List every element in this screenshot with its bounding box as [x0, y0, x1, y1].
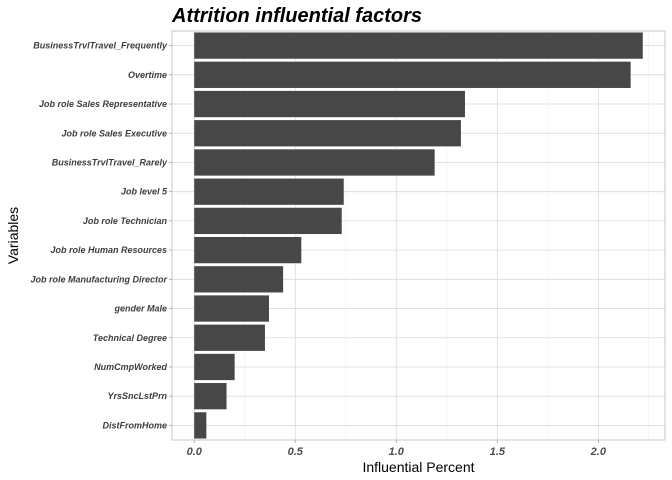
y-tick-label: Job role Sales Executive [61, 128, 167, 138]
y-tick-label: Technical Degree [93, 333, 167, 343]
x-tick-label: 2.0 [590, 446, 607, 458]
y-tick-label: BusinessTrvlTravel_Frequently [33, 41, 168, 51]
bar [194, 295, 269, 322]
bar [194, 324, 265, 351]
y-tick-label: BusinessTrvlTravel_Rarely [52, 157, 168, 167]
x-tick-label: 0.5 [288, 446, 304, 458]
bar [194, 32, 643, 59]
bar [194, 266, 284, 293]
x-tick-label: 0.0 [187, 446, 203, 458]
bar [194, 120, 461, 147]
bar [194, 353, 235, 381]
y-axis-title: Variables [5, 207, 21, 264]
bar [194, 149, 435, 176]
bar [194, 383, 227, 410]
x-axis-title: Influential Percent [362, 459, 474, 475]
y-tick-label: gender Male [113, 304, 167, 314]
y-tick-label: Job role Technician [83, 216, 168, 226]
y-tick-label: DistFromHome [102, 420, 167, 430]
panel-border [171, 30, 666, 441]
y-tick-label: Job level 5 [121, 187, 168, 197]
chart-title: Attrition influential factors [171, 5, 422, 27]
bar [194, 90, 465, 118]
x-tick-label: 1.5 [490, 446, 506, 458]
y-tick-label: Job role Sales Representative [39, 99, 167, 109]
y-tick-label: Job role Manufacturing Director [30, 274, 167, 284]
y-tick-label: NumCmpWorked [94, 362, 167, 372]
bar [194, 61, 631, 88]
bar [194, 178, 344, 205]
x-tick-labels: 0.0 0.5 1.0 1.5 2.0 [187, 440, 607, 458]
x-tick-label: 1.0 [389, 446, 405, 458]
bar [194, 207, 342, 235]
y-tick-label: Job role Human Resources [50, 245, 167, 255]
bar [194, 236, 302, 264]
bar [194, 412, 207, 439]
y-tick-labels: BusinessTrvlTravel_Frequently Overtime Job… [30, 41, 172, 430]
bars [194, 32, 643, 439]
y-tick-label: YrsSncLstPrn [107, 391, 167, 401]
y-tick-label: Overtime [128, 70, 167, 80]
